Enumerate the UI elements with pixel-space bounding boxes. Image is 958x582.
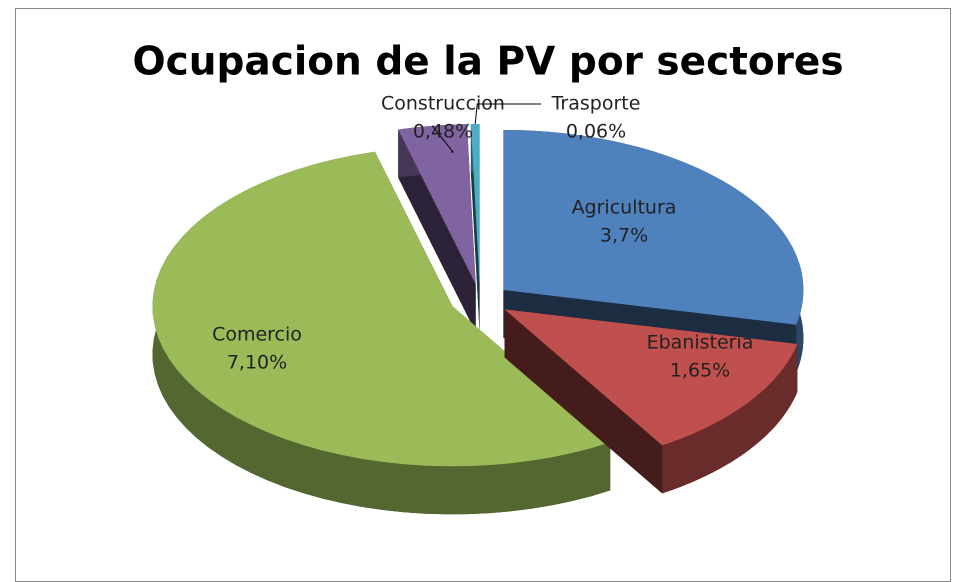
slice-label: Ebanisteria [647,332,754,354]
chart-title: Ocupacion de la PV por sectores [132,40,843,85]
slice-wall [152,151,611,515]
slice-label: Comercio [212,324,302,346]
slice-label: Agricultura [572,197,677,219]
value-label: 0,48% [413,121,473,143]
labels: Agricultura 3,7% Ebanisteria 1,65% Comercio 7… [212,93,753,382]
slice-wall [662,344,798,494]
pie [152,124,804,515]
slice-side [398,129,476,333]
value-label: 7,10% [227,352,287,374]
slice-label: Trasporte [551,93,641,115]
slice-side [470,124,480,332]
slice [504,309,798,446]
leader-line [474,103,541,125]
slice [470,124,480,284]
value-label: 0,06% [566,121,626,143]
slice-side [504,309,663,494]
slice [398,124,476,285]
leader-line [431,125,455,153]
value-label: 3,7% [600,225,648,247]
slice [152,151,611,467]
value-label: 1,65% [670,360,730,382]
slice [503,130,804,325]
slice-label: Construccion [381,93,505,115]
